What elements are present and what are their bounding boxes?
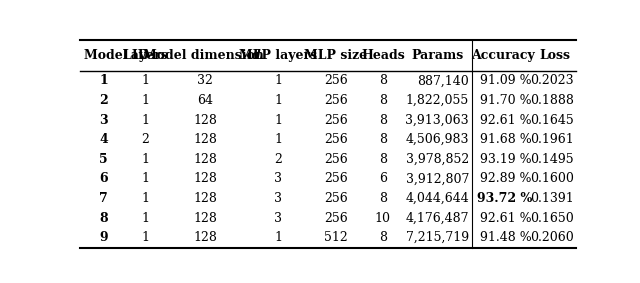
Text: 128: 128: [193, 113, 217, 127]
Text: 64: 64: [197, 94, 213, 107]
Text: 92.61 %: 92.61 %: [480, 212, 532, 225]
Text: 1: 1: [141, 212, 149, 225]
Text: 32: 32: [197, 74, 213, 87]
Text: 8: 8: [379, 113, 387, 127]
Text: 1: 1: [275, 231, 282, 244]
Text: 8: 8: [379, 133, 387, 146]
Text: 256: 256: [324, 212, 348, 225]
Text: 2: 2: [99, 94, 108, 107]
Text: 3,978,852: 3,978,852: [406, 153, 469, 166]
Text: 256: 256: [324, 133, 348, 146]
Text: d: d: [252, 49, 260, 62]
Text: MLP layers: MLP layers: [239, 49, 317, 62]
Text: 8: 8: [379, 231, 387, 244]
Text: 1: 1: [99, 74, 108, 87]
Text: 128: 128: [193, 172, 217, 185]
Text: 128: 128: [193, 192, 217, 205]
Text: 128: 128: [193, 153, 217, 166]
Text: 0.1650: 0.1650: [530, 212, 573, 225]
Text: 93.72 %: 93.72 %: [477, 192, 532, 205]
Text: 256: 256: [324, 192, 348, 205]
Text: 10: 10: [375, 212, 391, 225]
Text: 9: 9: [99, 231, 108, 244]
Text: 0.1645: 0.1645: [530, 113, 573, 127]
Text: 1: 1: [141, 74, 149, 87]
Text: 256: 256: [324, 74, 348, 87]
Text: 512: 512: [324, 231, 348, 244]
Text: Loss: Loss: [540, 49, 571, 62]
Text: 8: 8: [379, 74, 387, 87]
Text: 1: 1: [275, 133, 282, 146]
Text: 0.1961: 0.1961: [530, 133, 573, 146]
Text: 1: 1: [275, 94, 282, 107]
Text: 92.89 %: 92.89 %: [480, 172, 532, 185]
Text: Params: Params: [412, 49, 464, 62]
Text: 887,140: 887,140: [417, 74, 469, 87]
Text: 2: 2: [141, 133, 149, 146]
Text: 8: 8: [99, 212, 108, 225]
Text: 256: 256: [324, 113, 348, 127]
Text: 128: 128: [193, 133, 217, 146]
Text: 4,506,983: 4,506,983: [406, 133, 469, 146]
Text: 3: 3: [275, 172, 282, 185]
Text: 8: 8: [379, 192, 387, 205]
Text: 8: 8: [379, 94, 387, 107]
Text: Accuracy: Accuracy: [471, 49, 535, 62]
Text: 91.68 %: 91.68 %: [480, 133, 532, 146]
Text: 91.09 %: 91.09 %: [480, 74, 532, 87]
Text: 1: 1: [275, 74, 282, 87]
Text: MLP size: MLP size: [304, 49, 367, 62]
Text: Model ID: Model ID: [84, 49, 148, 62]
Text: 3,913,063: 3,913,063: [406, 113, 469, 127]
Text: 4: 4: [99, 133, 108, 146]
Text: 1: 1: [141, 153, 149, 166]
Text: 0.1495: 0.1495: [530, 153, 573, 166]
Text: 3: 3: [99, 113, 108, 127]
Text: 3,912,807: 3,912,807: [406, 172, 469, 185]
Text: 4,044,644: 4,044,644: [405, 192, 469, 205]
Text: Model dimension: Model dimension: [143, 49, 268, 62]
Text: Layers: Layers: [122, 49, 168, 62]
Text: 128: 128: [193, 212, 217, 225]
Text: 0.1600: 0.1600: [530, 172, 573, 185]
Text: 7: 7: [99, 192, 108, 205]
Text: 1: 1: [141, 172, 149, 185]
Text: 1: 1: [141, 113, 149, 127]
Text: 92.61 %: 92.61 %: [480, 113, 532, 127]
Text: 8: 8: [379, 153, 387, 166]
Text: 1: 1: [275, 113, 282, 127]
Text: 3: 3: [275, 192, 282, 205]
Text: 1: 1: [141, 231, 149, 244]
Text: 1,822,055: 1,822,055: [406, 94, 469, 107]
Text: 3: 3: [275, 212, 282, 225]
Text: 256: 256: [324, 153, 348, 166]
Text: 2: 2: [275, 153, 282, 166]
Text: 0.2060: 0.2060: [530, 231, 573, 244]
Text: 93.19 %: 93.19 %: [480, 153, 532, 166]
Text: 0.1391: 0.1391: [530, 192, 573, 205]
Text: 0.1888: 0.1888: [530, 94, 573, 107]
Text: 1: 1: [141, 192, 149, 205]
Text: Heads: Heads: [361, 49, 404, 62]
Text: 4,176,487: 4,176,487: [406, 212, 469, 225]
Text: 0.2023: 0.2023: [530, 74, 573, 87]
Text: 1: 1: [141, 94, 149, 107]
Text: 256: 256: [324, 172, 348, 185]
Text: 7,215,719: 7,215,719: [406, 231, 469, 244]
Text: 5: 5: [99, 153, 108, 166]
Text: 128: 128: [193, 231, 217, 244]
Text: 256: 256: [324, 94, 348, 107]
Text: 91.48 %: 91.48 %: [480, 231, 532, 244]
Text: 6: 6: [379, 172, 387, 185]
Text: 6: 6: [99, 172, 108, 185]
Text: 91.70 %: 91.70 %: [480, 94, 532, 107]
